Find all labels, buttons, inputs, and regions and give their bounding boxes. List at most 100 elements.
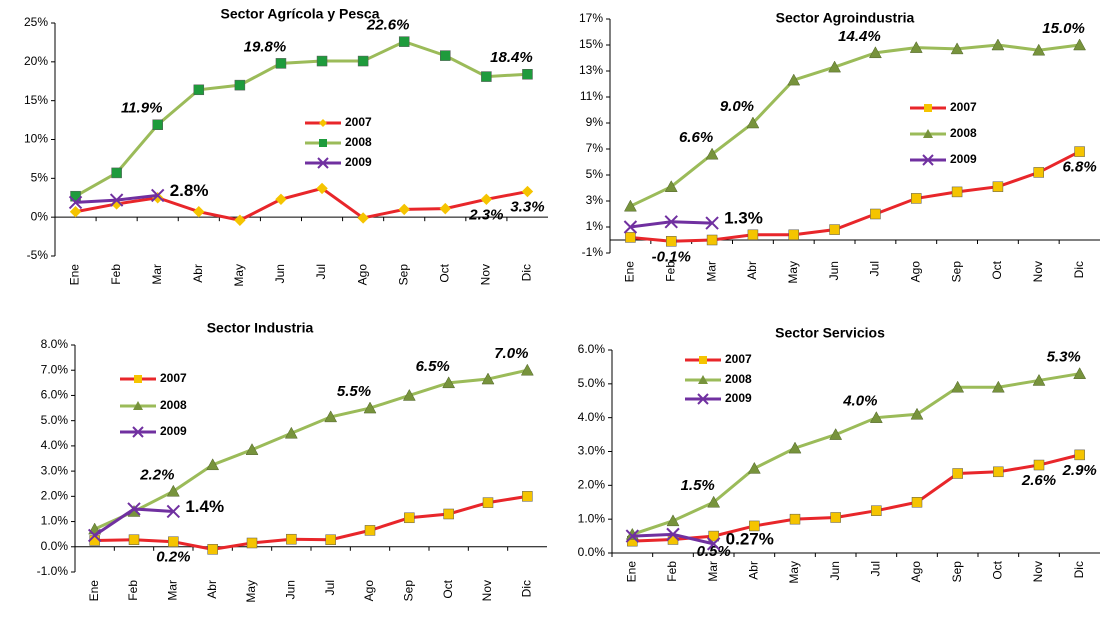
series (88, 363, 534, 535)
x-tick-label: Nov (479, 264, 493, 285)
data-point (666, 236, 677, 247)
data-point (869, 411, 883, 423)
data-point (625, 232, 636, 243)
data-point (1032, 373, 1046, 386)
legend-marker (319, 119, 327, 127)
data-point (951, 186, 963, 198)
data-point (666, 514, 680, 527)
data-label: 1.3% (724, 209, 763, 228)
y-tick-label: 25% (24, 15, 48, 29)
data-label: 0.5% (697, 543, 731, 560)
data-point (788, 229, 799, 241)
legend-marker (699, 356, 707, 364)
x-tick-label: Ago (355, 264, 369, 286)
data-point (275, 193, 287, 206)
data-point (193, 206, 205, 218)
x-tick-label: Jul (323, 580, 337, 595)
legend-label: 2009 (950, 152, 977, 166)
x-tick-label: Mar (706, 561, 720, 582)
data-label: 11.9% (121, 100, 162, 117)
data-point (625, 529, 640, 543)
data-point (398, 203, 410, 216)
data-point (128, 534, 140, 545)
data-point (991, 38, 1005, 51)
data-point (829, 224, 840, 235)
series (623, 38, 1087, 212)
legend-marker (922, 154, 934, 166)
y-tick-label: 2.0% (578, 478, 606, 492)
data-point (234, 79, 246, 91)
data-point (1074, 146, 1085, 157)
series-line (629, 43, 1080, 208)
data-point (706, 537, 721, 551)
legend-label: 2008 (950, 126, 977, 140)
chart-title: Sector Agroindustria (776, 10, 915, 26)
y-tick-label: 1% (586, 219, 604, 233)
data-point (357, 212, 369, 224)
data-point (109, 193, 124, 207)
data-label: 15.0% (1042, 20, 1085, 37)
y-tick-label: 2.0% (41, 489, 69, 503)
x-tick-label: Jul (314, 264, 328, 279)
data-label: 6.8% (1062, 159, 1096, 176)
data-point (951, 380, 965, 393)
series (69, 182, 534, 226)
data-label: 4.0% (842, 393, 877, 410)
data-point (706, 234, 718, 246)
data-label: 14.4% (838, 28, 881, 45)
data-point (89, 535, 100, 546)
data-point (708, 530, 719, 542)
data-point (480, 193, 493, 206)
data-point (522, 491, 533, 502)
x-tick-label: Ene (623, 261, 637, 283)
x-tick-label: Nov (480, 580, 494, 601)
data-point (909, 41, 923, 53)
data-point (364, 525, 376, 536)
series-line (631, 372, 1080, 536)
x-tick-label: Feb (663, 261, 677, 282)
x-tick-label: Oct (990, 260, 1004, 279)
y-tick-label: 13% (579, 63, 603, 77)
legend-label: 2007 (725, 352, 752, 366)
x-tick-label: Jun (828, 561, 842, 580)
data-point (152, 119, 163, 130)
legend-label: 2007 (950, 100, 977, 114)
legend-label: 2009 (725, 391, 752, 405)
y-tick-label: 15% (579, 37, 603, 51)
data-point (482, 497, 494, 508)
y-tick-label: 5.0% (578, 376, 606, 390)
data-label: 2.9% (1062, 462, 1097, 479)
y-tick-label: 6.0% (578, 342, 606, 356)
series (70, 36, 533, 202)
chart-title: Sector Agrícola y Pesca (220, 6, 379, 22)
data-point (363, 401, 377, 414)
legend-label: 2007 (160, 371, 187, 385)
data-point (1033, 167, 1044, 178)
legend-marker (923, 129, 933, 138)
x-tick-label: Oct (437, 263, 451, 282)
data-point (868, 46, 882, 59)
data-point (481, 372, 495, 385)
data-point (870, 208, 881, 220)
data-point (440, 50, 451, 61)
legend-label: 2008 (160, 398, 187, 412)
data-point (286, 533, 297, 545)
series (68, 188, 165, 210)
x-tick-label: Feb (665, 561, 679, 582)
data-point (747, 461, 761, 474)
data-label: 2.8% (170, 181, 209, 200)
series (623, 215, 719, 234)
series (627, 449, 1085, 547)
chart-title: Sector Industria (207, 320, 314, 336)
y-tick-label: 5.0% (41, 413, 69, 427)
x-tick-label: Abr (191, 264, 205, 283)
data-point (747, 229, 759, 241)
y-tick-label: 3% (586, 193, 604, 207)
legend-label: 2009 (345, 155, 372, 169)
x-tick-label: Abr (205, 580, 219, 599)
series (625, 146, 1085, 247)
x-tick-label: Ene (87, 580, 101, 602)
data-point (746, 116, 760, 129)
data-point (245, 443, 259, 455)
y-tick-label: 17% (579, 11, 603, 25)
